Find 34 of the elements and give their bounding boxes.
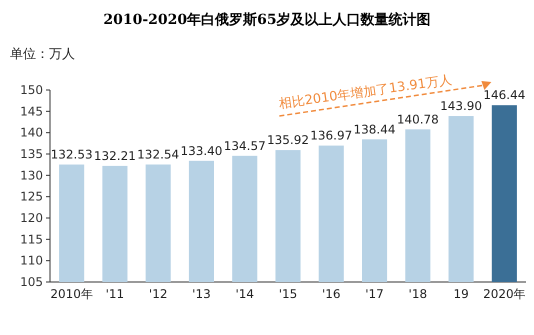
data-label: 132.54 [137,147,180,162]
x-tick-label: '18 [408,287,428,301]
x-tick-label: '15 [278,287,298,301]
x-tick-label: '16 [322,287,341,301]
x-tick-label: '13 [192,287,211,301]
y-tick-label: 115 [20,232,43,246]
x-tick-label: '14 [235,287,254,301]
x-tick-label: '12 [148,287,168,301]
data-label: 135.92 [267,133,309,148]
x-tick-label: '17 [365,287,384,301]
x-tick-label: 2010年 [50,287,93,301]
data-label: 134.57 [224,138,266,153]
data-label: 132.53 [50,148,93,162]
data-label: 136.97 [310,128,352,143]
x-tick-label: 19 [453,287,469,301]
chart-title: 2010-2020年白俄罗斯65岁及以上人口数量统计图 [103,11,431,28]
y-tick-label: 105 [20,275,43,289]
y-tick-label: 110 [20,254,43,268]
data-label: 138.44 [354,122,396,136]
y-tick-label: 130 [20,168,43,182]
x-tick-label: 2020年 [483,287,526,301]
y-tick-label: 120 [20,211,43,225]
y-tick-label: 135 [20,147,43,161]
data-label: 133.40 [180,144,222,158]
x-tick-label: '11 [106,287,124,301]
data-label: 146.44 [483,88,526,102]
data-label: 143.90 [440,99,482,114]
y-tick-label: 145 [20,104,43,118]
y-tick-label: 140 [20,126,43,140]
y-tick-label: 125 [20,190,43,204]
y-tick-label: 150 [20,83,43,97]
y-axis-title: 单位：万人 [10,47,75,62]
data-label: 132.21 [94,148,136,163]
data-label: 140.78 [396,112,439,126]
